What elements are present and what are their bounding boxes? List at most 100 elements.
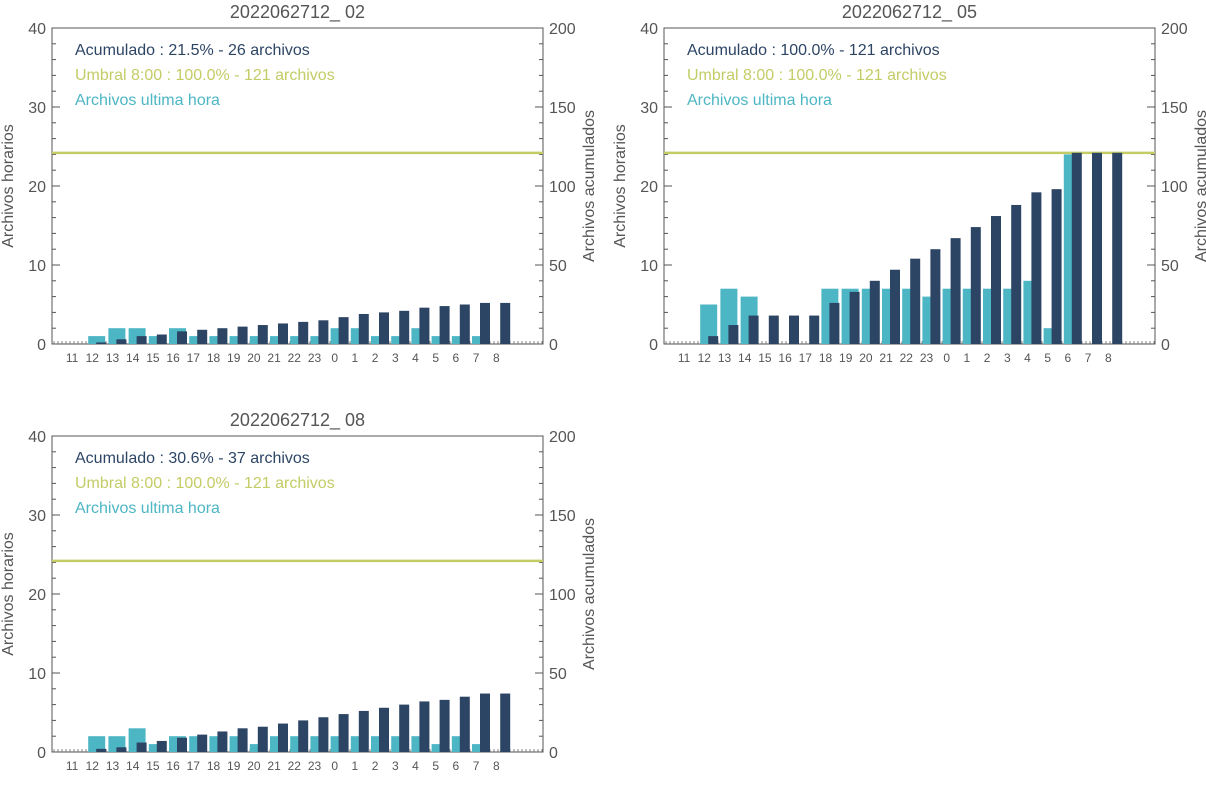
right-tick-label: 50 (549, 666, 567, 683)
cumulative-bar (338, 317, 349, 344)
x-tick-label: 16 (166, 351, 180, 365)
right-axis-label: Archivos acumulados (1193, 110, 1206, 262)
x-tick-label: 17 (799, 351, 813, 365)
cumulative-bar (500, 693, 511, 752)
cumulative-bar (480, 302, 490, 344)
x-tick-label: 18 (819, 351, 833, 365)
x-tick-label: 11 (678, 351, 691, 365)
cumulative-bar (197, 734, 208, 752)
cumulative-bar (459, 696, 470, 752)
cumulative-bar (217, 731, 228, 752)
x-tick-label: 4 (1024, 351, 1031, 365)
cumulative-bar (789, 315, 799, 344)
left-axis-label: Archivos horarios (0, 124, 17, 248)
left-tick-label: 30 (28, 100, 46, 117)
x-tick-label: 2 (372, 759, 379, 773)
cumulative-bar (1031, 192, 1042, 344)
x-tick-label: 22 (900, 351, 914, 365)
x-tick-label: 18 (207, 351, 221, 365)
cumulative-bar (419, 701, 430, 752)
cumulative-bar (970, 227, 981, 344)
legend-hourly: Archivos ultima hora (75, 500, 220, 517)
x-tick-label: 12 (86, 351, 100, 365)
right-tick-label: 0 (549, 337, 558, 354)
cumulative-bar (500, 302, 511, 344)
x-tick-label: 17 (187, 351, 201, 365)
cumulative-bar (197, 329, 208, 344)
x-tick-label: 12 (86, 759, 100, 773)
left-tick-label: 10 (28, 666, 46, 683)
chart-svg-05: 2022062712_ 05010203040050100150200Archi… (612, 2, 1206, 365)
cumulative-bar (358, 710, 369, 752)
x-tick-label: 20 (247, 351, 261, 365)
cumulative-bar (318, 717, 329, 752)
x-tick-label: 14 (738, 351, 752, 365)
x-tick-label: 13 (106, 351, 120, 365)
chart-title: 2022062712_ 05 (842, 2, 977, 23)
cumulative-bar (419, 307, 430, 344)
chart-svg-02: 2022062712_ 02010203040050100150200Archi… (0, 2, 598, 365)
left-axis-label: Archivos horarios (612, 124, 629, 248)
cumulative-bar (1071, 152, 1082, 344)
cumulative-bar (991, 216, 1001, 344)
right-tick-label: 100 (549, 587, 576, 604)
cumulative-bar (439, 306, 450, 344)
x-tick-label: 12 (698, 351, 712, 365)
legend-threshold: Umbral 8:00 : 100.0% - 121 archivos (687, 67, 947, 84)
x-tick-label: 6 (453, 351, 460, 365)
right-tick-label: 150 (1161, 100, 1188, 117)
right-axis-label: Archivos acumulados (581, 518, 598, 670)
cumulative-bar (1051, 189, 1062, 344)
x-tick-label: 21 (267, 759, 281, 773)
x-tick-label: 1 (964, 351, 971, 365)
cumulative-bar (399, 310, 410, 344)
hourly-bar (700, 304, 718, 344)
x-tick-label: 5 (432, 351, 439, 365)
cumulative-bar (1112, 152, 1123, 344)
right-tick-label: 50 (1161, 258, 1179, 275)
x-tick-label: 22 (288, 351, 302, 365)
cumulative-bar (318, 320, 329, 344)
x-tick-label: 5 (432, 759, 439, 773)
x-tick-label: 15 (146, 351, 160, 365)
x-tick-label: 17 (187, 759, 201, 773)
cumulative-bar (480, 693, 490, 752)
cumulative-bar (358, 313, 369, 344)
cumulative-bar (1092, 152, 1102, 344)
legend-cumulative: Acumulado : 30.6% - 37 archivos (75, 450, 310, 467)
x-tick-label: 7 (1085, 351, 1092, 365)
cumulative-bar (890, 269, 900, 344)
cumulative-bar (116, 339, 127, 344)
cumulative-bar (338, 714, 349, 752)
left-tick-label: 0 (37, 745, 46, 762)
x-tick-label: 20 (247, 759, 261, 773)
x-tick-label: 15 (758, 351, 772, 365)
cumulative-bar (439, 699, 450, 752)
x-tick-label: 7 (473, 759, 480, 773)
left-tick-label: 30 (640, 100, 658, 117)
legend-hourly: Archivos ultima hora (75, 92, 220, 109)
cumulative-bar (459, 304, 470, 344)
x-tick-label: 14 (126, 759, 140, 773)
chart-panel-02: 2022062712_ 02 0 10 20 30 40 0 50 100 150 200 Archi… (0, 0, 610, 390)
cumulative-bar (869, 280, 880, 344)
cumulative-bar (257, 726, 268, 752)
x-tick-label: 13 (106, 759, 120, 773)
cumulative-bar (298, 720, 309, 752)
left-tick-label: 30 (28, 508, 46, 525)
left-tick-label: 40 (28, 429, 46, 446)
left-tick-label: 40 (28, 21, 46, 38)
x-tick-label: 11 (66, 759, 79, 773)
x-tick-label: 1 (352, 351, 359, 365)
cumulative-bar (136, 742, 147, 752)
right-tick-label: 200 (549, 429, 576, 446)
right-tick-label: 0 (549, 745, 558, 762)
right-axis-label: Archivos acumulados (581, 110, 598, 262)
left-tick-label: 10 (640, 258, 658, 275)
left-tick-label: 0 (649, 337, 658, 354)
cumulative-bar (217, 328, 228, 344)
left-axis-label: Archivos horarios (0, 532, 17, 656)
x-tick-label: 8 (1105, 351, 1112, 365)
cumulative-bar (298, 321, 309, 344)
x-tick-label: 3 (392, 351, 399, 365)
